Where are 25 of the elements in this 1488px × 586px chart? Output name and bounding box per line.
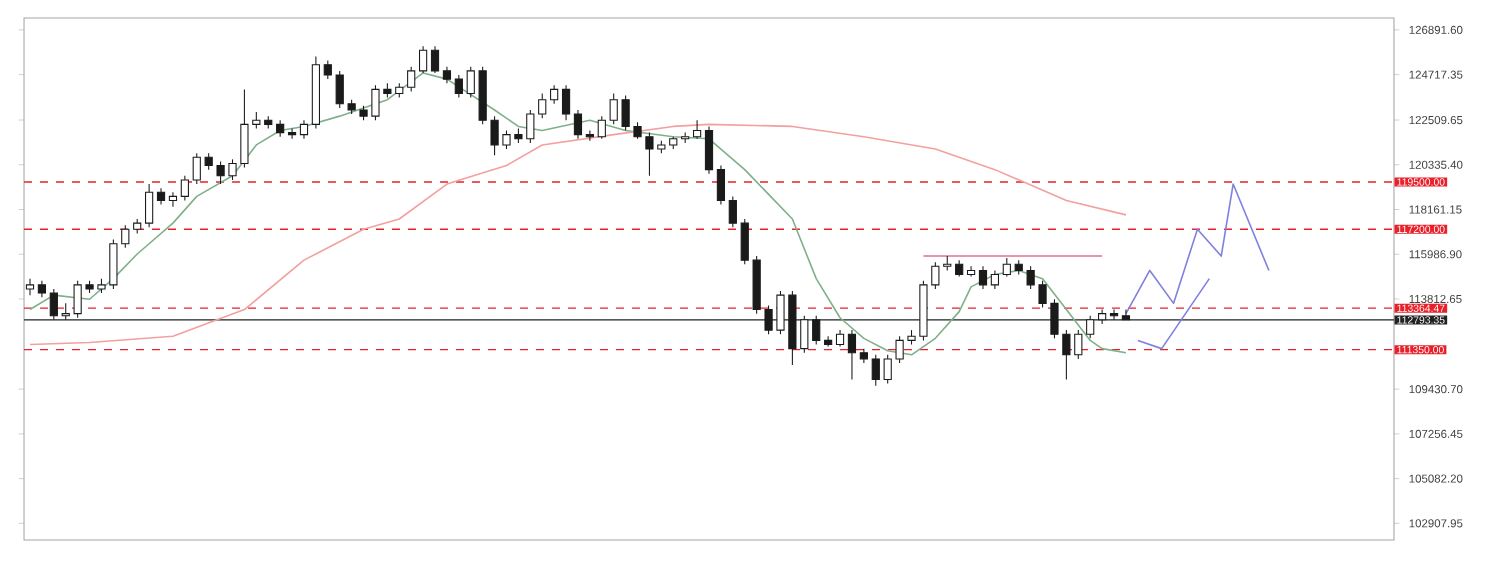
candlestick [418,45,428,74]
line-series [29,123,1127,346]
candlestick [561,84,571,121]
candlestick [168,191,178,208]
candlestick [847,329,857,381]
candlestick [966,265,976,278]
line-series [29,72,1127,356]
candlestick [25,278,35,296]
candlestick [573,109,583,140]
candlestick [287,127,297,140]
candlestick [454,74,463,99]
candlestick [728,195,737,228]
candlestick [990,269,1000,290]
candlestick [299,119,309,140]
candlestick [824,335,833,348]
candlestick [1002,257,1011,278]
candlestick [704,125,714,175]
candlestick [145,183,154,228]
candlestick [585,130,594,142]
candlestick [692,119,702,140]
candlestick [430,45,440,74]
candlestick [180,175,189,202]
candlestick [978,265,988,290]
candlestick [716,164,726,206]
candlestick [550,84,559,105]
